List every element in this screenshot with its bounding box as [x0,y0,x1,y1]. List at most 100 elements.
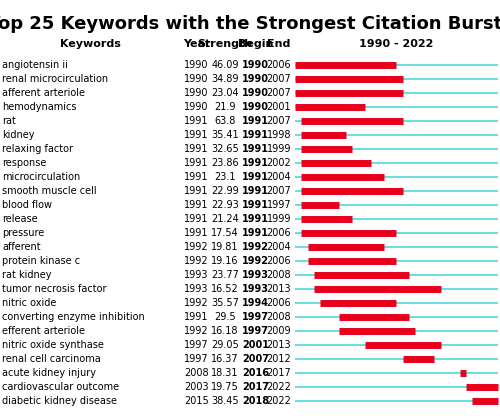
Text: 1991: 1991 [242,228,269,238]
Text: 1997: 1997 [242,312,269,322]
Text: protein kinase c: protein kinase c [2,256,80,266]
Text: 1991: 1991 [184,172,209,182]
Text: 1994: 1994 [242,298,269,308]
Text: 2015: 2015 [184,396,209,406]
Text: 35.57: 35.57 [211,298,239,308]
Text: diabetic kidney disease: diabetic kidney disease [2,396,117,406]
Text: 2001: 2001 [242,340,269,350]
Text: 1997: 1997 [266,200,291,210]
Text: Year: Year [183,39,210,49]
Text: 2007: 2007 [266,116,291,126]
Text: 1990: 1990 [184,88,209,98]
Text: 29.05: 29.05 [211,340,239,350]
Text: 23.1: 23.1 [214,172,236,182]
Text: 2006: 2006 [266,228,291,238]
Text: 1999: 1999 [267,144,291,154]
Text: acute kidney injury: acute kidney injury [2,369,96,379]
Text: 2004: 2004 [266,172,291,182]
Text: 1993: 1993 [242,270,269,280]
Text: 2022: 2022 [266,382,291,392]
Text: renal cell carcinoma: renal cell carcinoma [2,354,101,364]
Text: 32.65: 32.65 [211,144,239,154]
Text: 23.04: 23.04 [211,88,239,98]
Text: renal microcirculation: renal microcirculation [2,74,108,84]
Text: 2013: 2013 [266,340,291,350]
Text: rat: rat [2,116,16,126]
Text: 1991: 1991 [184,186,209,196]
Text: 2002: 2002 [266,158,291,168]
Text: 1990: 1990 [184,60,209,70]
Text: Begin: Begin [238,39,273,49]
Text: nitric oxide: nitric oxide [2,298,57,308]
Text: 18.31: 18.31 [211,369,239,379]
Text: hemodynamics: hemodynamics [2,102,77,112]
Text: 34.89: 34.89 [211,74,239,84]
Text: 2013: 2013 [266,284,291,294]
Text: 1991: 1991 [242,116,269,126]
Text: 2007: 2007 [266,186,291,196]
Text: 2016: 2016 [242,369,269,379]
Text: 2006: 2006 [266,256,291,266]
Text: 1993: 1993 [242,284,269,294]
Text: 1990: 1990 [242,60,269,70]
Text: 16.52: 16.52 [211,284,239,294]
Text: angiotensin ii: angiotensin ii [2,60,68,70]
Text: 2008: 2008 [266,312,291,322]
Text: 38.45: 38.45 [211,396,239,406]
Text: 2006: 2006 [266,60,291,70]
Text: 1991: 1991 [242,130,269,140]
Text: 2008: 2008 [184,369,209,379]
Text: kidney: kidney [2,130,35,140]
Text: Keywords: Keywords [60,39,120,49]
Text: 17.54: 17.54 [211,228,239,238]
Text: pressure: pressure [2,228,45,238]
Text: 29.5: 29.5 [214,312,236,322]
Text: 21.24: 21.24 [211,214,239,224]
Text: 1999: 1999 [267,214,291,224]
Text: 1991: 1991 [184,158,209,168]
Text: 1992: 1992 [242,256,269,266]
Text: afferent: afferent [2,242,41,252]
Text: 1991: 1991 [184,312,209,322]
Text: 1991: 1991 [184,116,209,126]
Text: 19.75: 19.75 [211,382,239,392]
Text: 22.93: 22.93 [211,200,239,210]
Text: 1997: 1997 [242,326,269,336]
Text: 2017: 2017 [242,382,269,392]
Text: 23.77: 23.77 [211,270,239,280]
Text: 2008: 2008 [266,270,291,280]
Text: relaxing factor: relaxing factor [2,144,74,154]
Text: 1991: 1991 [184,228,209,238]
Text: converting enzyme inhibition: converting enzyme inhibition [2,312,145,322]
Text: 23.86: 23.86 [211,158,239,168]
Text: afferent arteriole: afferent arteriole [2,88,86,98]
Text: 63.8: 63.8 [214,116,236,126]
Text: 1992: 1992 [242,242,269,252]
Text: 2001: 2001 [266,102,291,112]
Text: 35.41: 35.41 [211,130,239,140]
Text: cardiovascular outcome: cardiovascular outcome [2,382,120,392]
Text: 1992: 1992 [184,326,209,336]
Text: 1997: 1997 [184,340,209,350]
Text: 2007: 2007 [266,74,291,84]
Text: 1991: 1991 [242,144,269,154]
Text: 2017: 2017 [266,369,291,379]
Text: 1990 - 2022: 1990 - 2022 [359,39,434,49]
Text: 1991: 1991 [184,214,209,224]
Text: 1992: 1992 [184,242,209,252]
Text: 2022: 2022 [266,396,291,406]
Text: 1991: 1991 [242,172,269,182]
Text: 21.9: 21.9 [214,102,236,112]
Text: 1991: 1991 [184,144,209,154]
Text: efferent arteriole: efferent arteriole [2,326,86,336]
Text: Strength: Strength [198,39,252,49]
Text: 1991: 1991 [242,200,269,210]
Text: 2007: 2007 [266,88,291,98]
Text: 2006: 2006 [266,298,291,308]
Text: Top 25 Keywords with the Strongest Citation Bursts: Top 25 Keywords with the Strongest Citat… [0,15,500,32]
Text: 1990: 1990 [184,102,209,112]
Text: 1993: 1993 [184,284,209,294]
Text: 1993: 1993 [184,270,209,280]
Text: 1990: 1990 [184,74,209,84]
Text: 22.99: 22.99 [211,186,239,196]
